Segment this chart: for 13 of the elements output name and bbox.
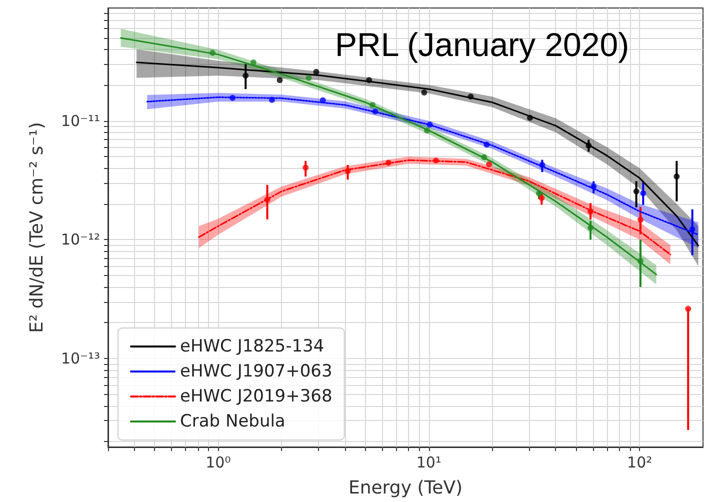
- y-axis-title: E² dN/dE (TeV cm⁻² s⁻¹): [26, 122, 48, 333]
- legend-label: Crab Nebula: [180, 412, 286, 432]
- x-axis-title: Energy (TeV): [348, 478, 463, 498]
- annotation: PRL (January 2020): [335, 26, 630, 63]
- y-tick-label: 10⁻¹³: [60, 350, 100, 368]
- y-tick-label: 10⁻¹¹: [60, 112, 100, 130]
- x-tick-label: 10¹: [416, 454, 442, 472]
- legend-label: eHWC J1825-134: [180, 336, 324, 356]
- legend-label: eHWC J2019+368: [180, 386, 332, 406]
- y-tick-label: 10⁻¹²: [60, 230, 100, 249]
- legend-label: eHWC J1907+063: [180, 362, 332, 382]
- x-tick-label: 10⁰: [206, 454, 231, 472]
- x-tick-label: 10²: [627, 454, 652, 472]
